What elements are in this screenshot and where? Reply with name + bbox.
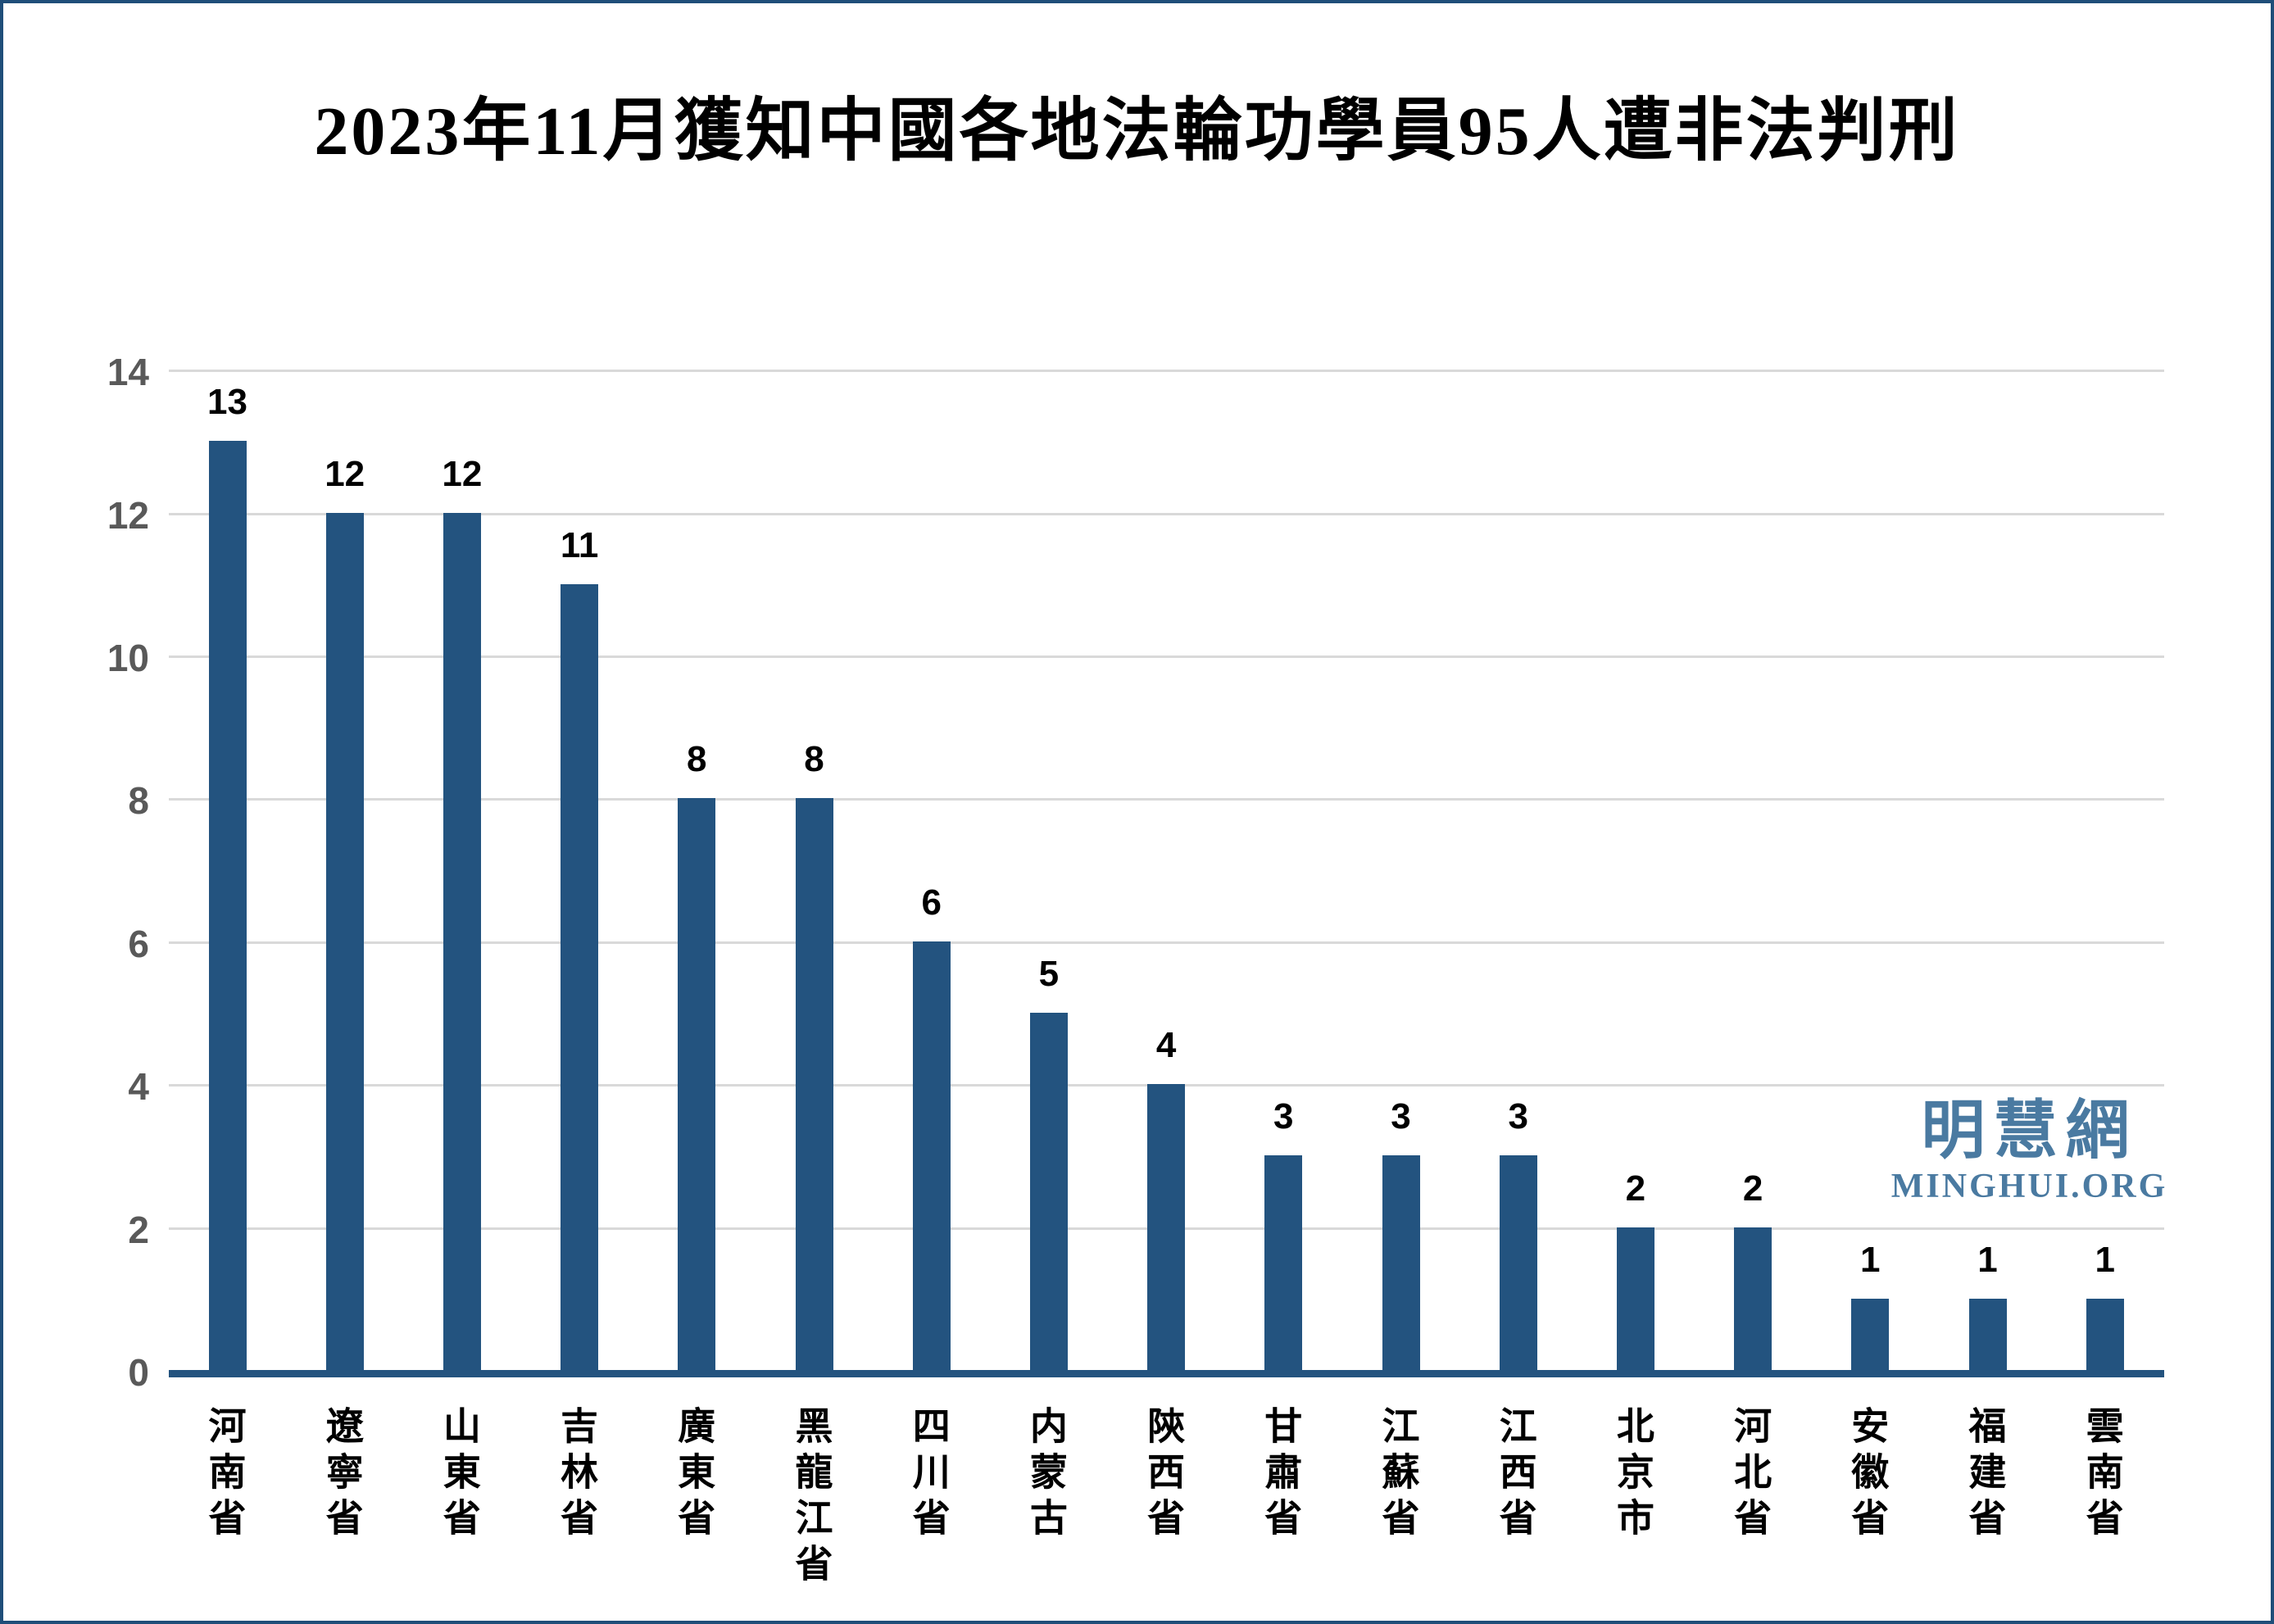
bar-甘肅省	[1264, 1155, 1303, 1370]
bar-陝西省	[1147, 1084, 1186, 1370]
bar-value-label: 12	[442, 453, 483, 494]
bar-廣東省	[678, 798, 716, 1370]
bar-value-label: 3	[1508, 1096, 1528, 1137]
watermark-site-text: MINGHUI.ORG	[1890, 1168, 2168, 1205]
gridline-y-10	[169, 655, 2164, 658]
bar-value-label: 1	[1860, 1239, 1881, 1280]
bar-value-label: 11	[560, 524, 599, 565]
bar-江蘇省	[1382, 1155, 1420, 1370]
bar-value-label: 4	[1155, 1025, 1177, 1066]
x-axis-category-label: 福建省	[1963, 1406, 2007, 1544]
x-axis-category-label: 山東省	[438, 1406, 481, 1544]
x-axis-category-label: 河北省	[1729, 1406, 1772, 1544]
y-axis-tick-label: 10	[107, 637, 149, 679]
bar-value-label: 6	[921, 882, 942, 923]
bar-value-label: 8	[804, 739, 824, 780]
gridline-y-12	[169, 512, 2164, 515]
y-axis-tick-label: 4	[128, 1065, 149, 1109]
gridline-y-6	[169, 941, 2164, 944]
bar-value-label: 3	[1273, 1096, 1294, 1137]
bar-四川省	[912, 941, 951, 1370]
chart-title: 2023年11月獲知中國各地法輪功學員95人遭非法判刑	[314, 93, 1960, 170]
bar-value-label: 1	[2095, 1239, 2115, 1280]
bar-山東省	[443, 512, 481, 1370]
bar-遼寧省	[325, 512, 364, 1370]
y-axis-tick-label: 8	[128, 779, 149, 823]
bar-黑龍江省	[795, 798, 833, 1370]
x-axis-baseline	[169, 1370, 2164, 1377]
x-axis-category-label: 四川省	[907, 1406, 951, 1544]
bar-安徽省	[1851, 1298, 1890, 1370]
bar-value-label: 2	[1625, 1168, 1646, 1209]
bar-value-label: 3	[1391, 1096, 1411, 1137]
y-axis-tick-label: 0	[128, 1351, 149, 1394]
y-axis-tick-label: 6	[128, 922, 149, 965]
bar-value-label: 13	[207, 382, 247, 423]
bar-雲南省	[2086, 1298, 2124, 1370]
x-axis-category-label: 内蒙古	[1024, 1406, 1068, 1544]
x-axis-category-label: 江西省	[1494, 1406, 1537, 1544]
x-axis-category-label: 遼寧省	[320, 1406, 364, 1544]
bar-江西省	[1499, 1155, 1537, 1370]
gridline-y-14	[169, 370, 2164, 373]
bar-value-label: 8	[687, 739, 707, 780]
x-axis-category-label: 甘肅省	[1260, 1406, 1303, 1544]
bar-内蒙古	[1029, 1013, 1068, 1370]
bar-value-label: 12	[325, 453, 365, 494]
watermark-cjk-text: 明慧網	[1921, 1094, 2138, 1166]
gridline-y-8	[169, 798, 2164, 801]
x-axis-category-label: 安徽省	[1846, 1406, 1890, 1544]
y-axis-tick-label: 2	[128, 1208, 149, 1251]
x-axis-category-label: 河南省	[203, 1406, 247, 1544]
bar-河南省	[208, 441, 247, 1370]
bar-value-label: 2	[1742, 1168, 1763, 1209]
watermark: 明慧網 MINGHUI.ORG	[1888, 1093, 2171, 1206]
x-axis-category-label: 吉林省	[556, 1406, 599, 1544]
y-axis-tick-label: 14	[107, 351, 149, 394]
x-axis-category-label: 黑龍江省	[790, 1406, 833, 1590]
bar-北京市	[1616, 1227, 1654, 1370]
bar-福建省	[1968, 1298, 2007, 1370]
bar-value-label: 1	[1977, 1239, 1998, 1280]
y-axis-tick-label: 12	[107, 493, 149, 537]
x-axis-category-label: 江蘇省	[1377, 1406, 1420, 1544]
bar-河北省	[1734, 1227, 1772, 1370]
x-axis-category-label: 廣東省	[673, 1406, 716, 1544]
x-axis-category-label: 北京市	[1611, 1406, 1654, 1544]
x-axis-category-label: 陝西省	[1142, 1406, 1186, 1544]
bar-value-label: 5	[1038, 954, 1060, 994]
bar-吉林省	[561, 583, 599, 1370]
x-axis-category-label: 雲南省	[2081, 1406, 2124, 1544]
